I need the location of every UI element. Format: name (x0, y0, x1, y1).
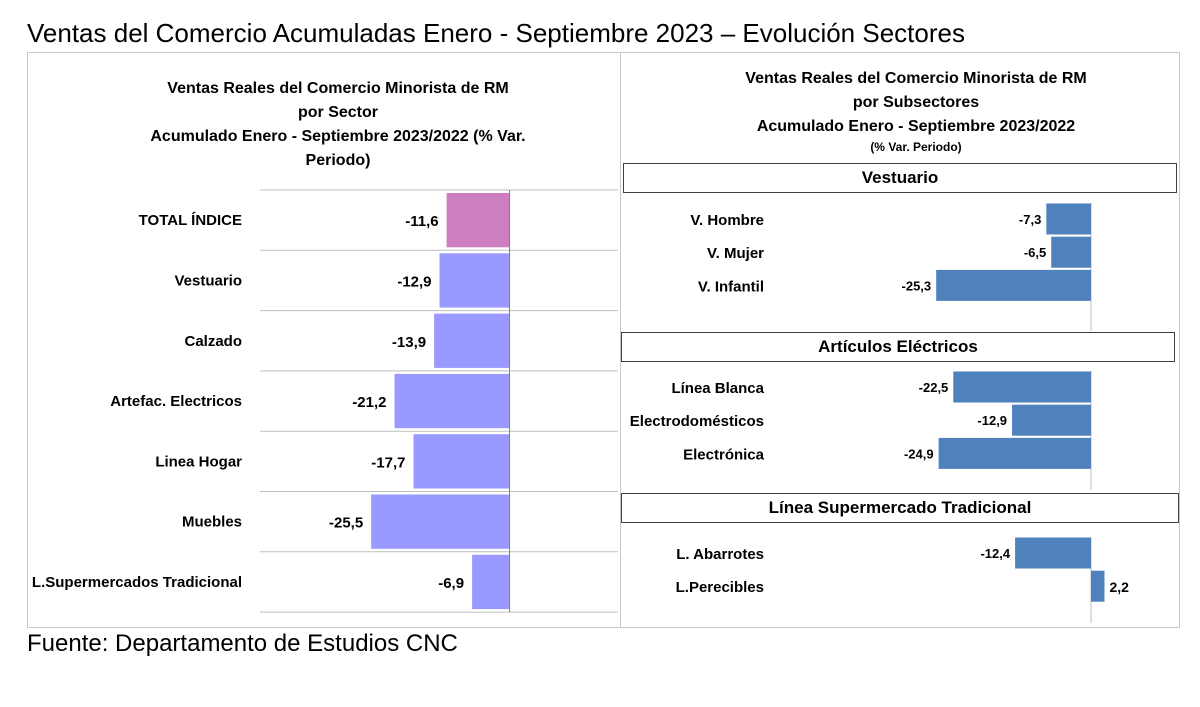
subsector-bar-chart: V. Hombre -7,3 V. Mujer -6,5 V. Infantil -25,… (630, 203, 1129, 623)
subsector-category-label: V. Infantil (698, 278, 764, 295)
subsector-chart-title: Ventas Reales del Comercio Minorista de … (661, 67, 1171, 155)
subsector-category-label: V. Hombre (690, 212, 764, 229)
subsector-category-label: Electrodomésticos (630, 413, 764, 430)
sector-bar (472, 554, 510, 610)
sector-chart-title-line: Ventas Reales del Comercio Minorista de … (167, 80, 509, 97)
page-title: Ventas del Comercio Acumuladas Enero - S… (27, 18, 965, 48)
sector-value-label: -17,7 (371, 454, 405, 471)
sector-value-label: -11,6 (405, 213, 438, 230)
sector-value-label: -6,9 (438, 575, 464, 592)
sector-bar (446, 193, 510, 248)
sector-category-label: Calzado (184, 333, 242, 350)
sector-category-label: L.Supermercados Tradicional (32, 574, 242, 591)
subsector-group-header: Línea Supermercado Tradicional (621, 493, 1179, 523)
subsector-value-label: -12,4 (980, 546, 1010, 561)
subsector-bar (1046, 203, 1091, 235)
subsector-category-label: Línea Blanca (671, 380, 764, 397)
subsector-bar (1015, 537, 1091, 569)
subsector-category-label: L.Perecibles (676, 579, 764, 596)
subsector-chart-title-line: Acumulado Enero - Septiembre 2023/2022 (756, 118, 1076, 135)
sector-bar (413, 434, 510, 489)
source-note: Fuente: Departamento de Estudios CNC (27, 630, 458, 657)
sector-bar-chart: TOTAL ÍNDICE -11,6 Vestuario -12,9 Calzado -1… (32, 189, 618, 613)
subsector-value-label: -22,5 (919, 380, 949, 395)
subsector-category-label: L. Abarrotes (676, 546, 764, 563)
sector-bar (394, 373, 510, 429)
subsector-value-label: -12,9 (977, 413, 1007, 428)
sector-category-label: Linea Hogar (155, 453, 242, 470)
subsector-value-label: -24,9 (904, 446, 934, 461)
subsector-value-label: -6,5 (1024, 245, 1046, 260)
subsector-group-header: Vestuario (623, 163, 1177, 193)
sector-chart-panel: Ventas Reales del Comercio Minorista de … (27, 52, 621, 628)
subsector-chart-subtitle: (% Var. Periodo) (870, 140, 962, 154)
sector-bar (371, 494, 510, 549)
sector-chart-title: Ventas Reales del Comercio Minorista de … (88, 77, 588, 173)
sector-bar (439, 253, 510, 308)
subsector-value-label: -25,3 (902, 278, 932, 293)
sector-value-label: -25,5 (329, 515, 363, 532)
sector-category-label: Artefac. Electricos (110, 393, 242, 410)
sector-category-label: Vestuario (174, 272, 242, 289)
subsector-bar (953, 371, 1091, 403)
subsector-category-label: V. Mujer (707, 245, 764, 262)
subsector-chart-panel: Ventas Reales del Comercio Minorista de … (620, 52, 1180, 628)
subsector-value-label: -7,3 (1019, 212, 1041, 227)
sector-value-label: -13,9 (392, 334, 426, 351)
sector-chart-title-line: por Sector (297, 104, 378, 121)
sector-category-label: Muebles (182, 514, 242, 531)
subsector-group-header: Artículos Eléctricos (621, 332, 1175, 362)
sector-value-label: -12,9 (397, 273, 431, 290)
subsector-bar (1091, 570, 1105, 602)
sector-value-label: -21,2 (352, 394, 386, 411)
sector-chart-title-line: Acumulado Enero - Septiembre 2023/2022 (… (150, 128, 526, 145)
subsector-bar (1051, 236, 1091, 268)
sector-bar (434, 313, 510, 368)
subsector-bar (1012, 404, 1091, 436)
subsector-category-label: Electrónica (683, 446, 765, 463)
subsector-value-label: 2,2 (1109, 579, 1129, 595)
sector-chart-title-line: Periodo) (305, 152, 371, 169)
sector-category-label: TOTAL ÍNDICE (139, 212, 242, 229)
subsector-bar (938, 437, 1091, 469)
subsector-bar (936, 269, 1091, 301)
subsector-chart-title-line: Ventas Reales del Comercio Minorista de … (745, 70, 1087, 87)
subsector-chart-title-line: por Subsectores (852, 94, 980, 111)
